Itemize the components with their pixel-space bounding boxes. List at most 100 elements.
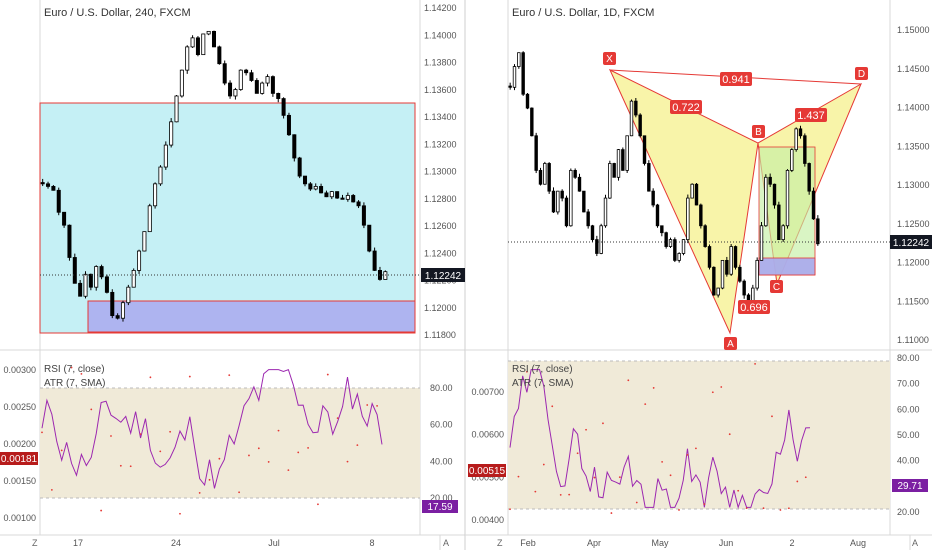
atr-dot: [737, 489, 740, 492]
svg-text:X: X: [606, 54, 613, 65]
candle-body: [603, 197, 608, 227]
atr-dot: [695, 447, 697, 450]
candle-body: [508, 85, 512, 88]
atr-dot: [526, 370, 528, 373]
tick-label: 1.12600: [424, 221, 457, 231]
candle-body: [104, 276, 109, 293]
tick-label: 40.00: [430, 456, 453, 466]
candle-body: [586, 211, 590, 227]
atr-dot: [110, 435, 112, 437]
atr-dot: [720, 386, 723, 388]
left-time-axis[interactable]: 17 24 Jul 8: [73, 538, 375, 548]
right-price-axis[interactable]: 1.15000 1.14500 1.14000 1.13500 1.13000 1.125…: [897, 25, 930, 345]
ratio-0941: 0.941: [720, 72, 752, 86]
right-corner-a[interactable]: A: [912, 538, 918, 548]
point-x-label: X: [603, 52, 616, 65]
candle-body: [556, 190, 560, 213]
candle-body: [811, 190, 816, 220]
tick-label: 1.12800: [424, 194, 457, 204]
candle-body: [577, 176, 582, 192]
atr-dot: [159, 450, 162, 453]
atr-dot: [257, 447, 260, 450]
candle-body: [153, 183, 158, 207]
candle-body: [185, 46, 190, 71]
left-rsi-axis: 80.00 60.00 40.00 20.00: [430, 383, 453, 503]
atr-dot: [248, 454, 250, 457]
atr-dot: [366, 404, 369, 406]
candle-body: [78, 282, 83, 297]
candle-body: [222, 63, 227, 84]
candle-body: [110, 291, 115, 317]
right-rsi-band: [508, 361, 890, 509]
candle-body: [83, 273, 88, 297]
candle-body: [211, 30, 217, 48]
left-rsi-label[interactable]: RSI (7, close): [44, 364, 105, 375]
candle-body: [720, 259, 725, 289]
atr-dot: [661, 460, 664, 463]
candle-body: [206, 30, 211, 35]
atr-dot: [149, 376, 152, 379]
right-atr-label[interactable]: ATR (7, SMA): [512, 378, 573, 389]
candle-body: [642, 135, 647, 164]
candle-body: [120, 302, 125, 319]
candle-body: [547, 163, 551, 192]
candle-body: [807, 163, 811, 192]
atr-dot: [100, 509, 103, 512]
candle-body: [40, 182, 45, 185]
candle-body: [62, 211, 67, 226]
candle-body: [265, 76, 270, 84]
atr-dot: [610, 512, 613, 514]
tick-label: 0.00700: [471, 387, 504, 397]
atr-dot: [297, 451, 300, 454]
candle-body: [595, 239, 599, 254]
candle-body: [729, 246, 733, 275]
ratio-1437: 1.437: [795, 108, 827, 122]
right-time-axis[interactable]: Feb Apr May Jun 2 Aug: [520, 538, 866, 548]
ratio-0722: 0.722: [670, 100, 702, 114]
candle-body: [712, 266, 716, 296]
atr-dot: [356, 444, 359, 447]
candle-body: [790, 149, 794, 171]
left-atr-label[interactable]: ATR (7, SMA): [44, 378, 105, 389]
candle-body: [94, 266, 99, 288]
tick-label: 0.00300: [3, 365, 36, 375]
candle-body: [169, 121, 174, 146]
left-supply-zone: [39, 102, 416, 334]
tick-label: 80.00: [430, 383, 453, 393]
candle-body: [625, 135, 629, 171]
atr-dot: [336, 417, 339, 420]
right-rsi-label[interactable]: RSI (7, close): [512, 364, 573, 375]
atr-dot: [585, 428, 587, 431]
atr-dot: [779, 509, 782, 511]
left-corner-z[interactable]: Z: [32, 538, 38, 548]
candle-body: [798, 128, 803, 137]
svg-text:0.00181: 0.00181: [1, 454, 38, 465]
candle-body: [195, 37, 200, 56]
atr-dot: [754, 363, 756, 365]
left-indicator-lines: [41, 366, 383, 515]
tick-label: 1.11800: [424, 330, 456, 340]
svg-text:A: A: [727, 339, 734, 350]
atr-dot: [198, 492, 201, 494]
tick-label: 1.13400: [424, 112, 457, 122]
atr-dot: [509, 508, 511, 511]
atr-dot: [771, 415, 773, 418]
candle-body: [634, 100, 638, 116]
right-corner-z[interactable]: Z: [497, 538, 503, 548]
candle-body: [608, 163, 612, 199]
candle-body: [345, 195, 350, 200]
left-corner-a[interactable]: A: [443, 538, 449, 548]
candle-body: [292, 134, 297, 159]
time-label: May: [651, 538, 669, 548]
svg-text:29.71: 29.71: [897, 481, 922, 492]
right-price-tag: 1.12242: [890, 235, 932, 249]
candle-body: [521, 52, 525, 95]
candle-body: [324, 192, 329, 198]
candle-body: [764, 176, 768, 227]
atr-dot: [627, 379, 630, 382]
candle-body: [351, 195, 356, 203]
candle-body: [677, 253, 681, 261]
point-c-label: C: [770, 280, 783, 293]
tick-label: 60.00: [430, 420, 453, 430]
rsi-line: [41, 369, 383, 489]
